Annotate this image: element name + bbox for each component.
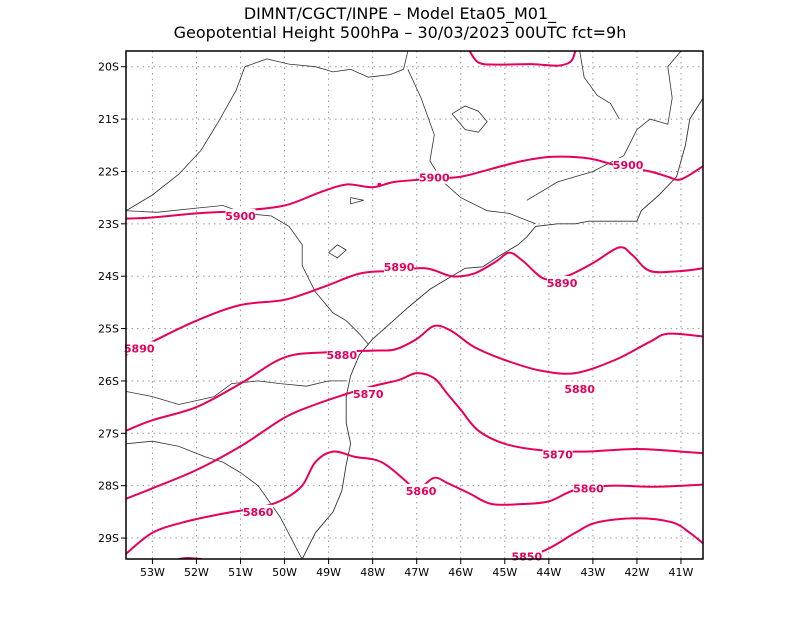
x-tick-label: 44W [536, 566, 561, 579]
contour-label-bg [225, 208, 256, 222]
contour-label-bg [384, 259, 415, 273]
y-tick-label: 23S [98, 218, 119, 231]
header-title-line-1: DIMNT/CGCT/INPE – Model Eta05_M01_ [243, 4, 557, 23]
axis-ticks: 53W 52W 51W 50W 49W 48W 47W 46W 45W 44W 43W 42W 41W 2… [98, 61, 694, 579]
x-tick-label: 49W [316, 566, 341, 579]
contour-label-bg [124, 341, 155, 355]
x-tick-label: 42W [624, 566, 649, 579]
contour-label-bg [573, 481, 604, 495]
contour-label: 5890 [384, 261, 415, 274]
contour-label: 5850 [512, 550, 543, 563]
contour-labels: 5900 5900 5900 5890 5890 5890 5880 5880 5870 5870… [124, 158, 644, 563]
state-border [526, 51, 682, 201]
contour-label: 5900 [419, 172, 450, 185]
y-tick-label: 22S [98, 165, 119, 178]
x-tick-label: 47W [404, 566, 429, 579]
height-contours [126, 51, 703, 559]
contour-5890 [126, 246, 703, 356]
y-tick-label: 24S [98, 270, 119, 283]
contour-5870 [126, 372, 703, 500]
x-tick-label: 51W [228, 566, 253, 579]
header-title-line-2: Geopotential Height 500hPa – 30/03/2023 … [173, 23, 627, 42]
reservoir [451, 105, 488, 133]
y-tick-label: 21S [98, 113, 119, 126]
state-border [407, 69, 536, 225]
x-tick-label: 46W [448, 566, 473, 579]
state-border [126, 51, 409, 212]
x-tick-label: 41W [669, 566, 694, 579]
plot-frame [125, 50, 704, 560]
contour-label: 5870 [353, 388, 384, 401]
contour-5850 [521, 517, 703, 559]
contour-5880 [126, 324, 703, 432]
state-border [126, 440, 303, 559]
x-tick-label: 43W [580, 566, 605, 579]
x-tick-label: 52W [184, 566, 209, 579]
coastline [301, 97, 703, 559]
y-tick-label: 29S [98, 532, 119, 545]
state-border [126, 205, 369, 345]
contour-label: 5880 [327, 349, 358, 362]
reservoir [350, 197, 364, 205]
y-tick-label: 20S [98, 61, 119, 74]
contour-label-bg [353, 387, 384, 401]
contour-label: 5880 [564, 383, 595, 396]
contour-label: 5900 [225, 210, 256, 223]
contour-label: 5900 [613, 159, 644, 172]
contour-label-bg [564, 381, 595, 395]
geography-lines [126, 51, 703, 559]
contour-label-bg [547, 276, 578, 290]
contour-label: 5890 [547, 277, 578, 290]
state-border [126, 380, 347, 405]
contour-label: 5860 [573, 482, 604, 495]
y-tick-label: 28S [98, 480, 119, 493]
contour-label-bg [542, 447, 573, 461]
y-tick-label: 26S [98, 375, 119, 388]
contour-label-bg [419, 170, 450, 184]
contour-label-bg [326, 347, 357, 361]
contour-label: 5870 [542, 448, 573, 461]
state-border [579, 51, 620, 120]
contour-label: 5860 [406, 485, 437, 498]
reservoir [328, 244, 347, 259]
x-tick-label: 48W [360, 566, 385, 579]
x-tick-label: 53W [140, 566, 165, 579]
y-tick-label: 25S [98, 323, 119, 336]
gridlines [126, 51, 703, 559]
contour-label-bg [406, 483, 437, 497]
x-tick-label: 50W [272, 566, 297, 579]
contour-label: 5890 [124, 342, 155, 355]
contour-label-bg [613, 158, 644, 172]
y-tick-label: 27S [98, 427, 119, 440]
contour-label-bg [243, 504, 274, 518]
contour-5910 [468, 51, 577, 67]
x-tick-label: 45W [492, 566, 517, 579]
contour-label: 5860 [243, 506, 274, 519]
